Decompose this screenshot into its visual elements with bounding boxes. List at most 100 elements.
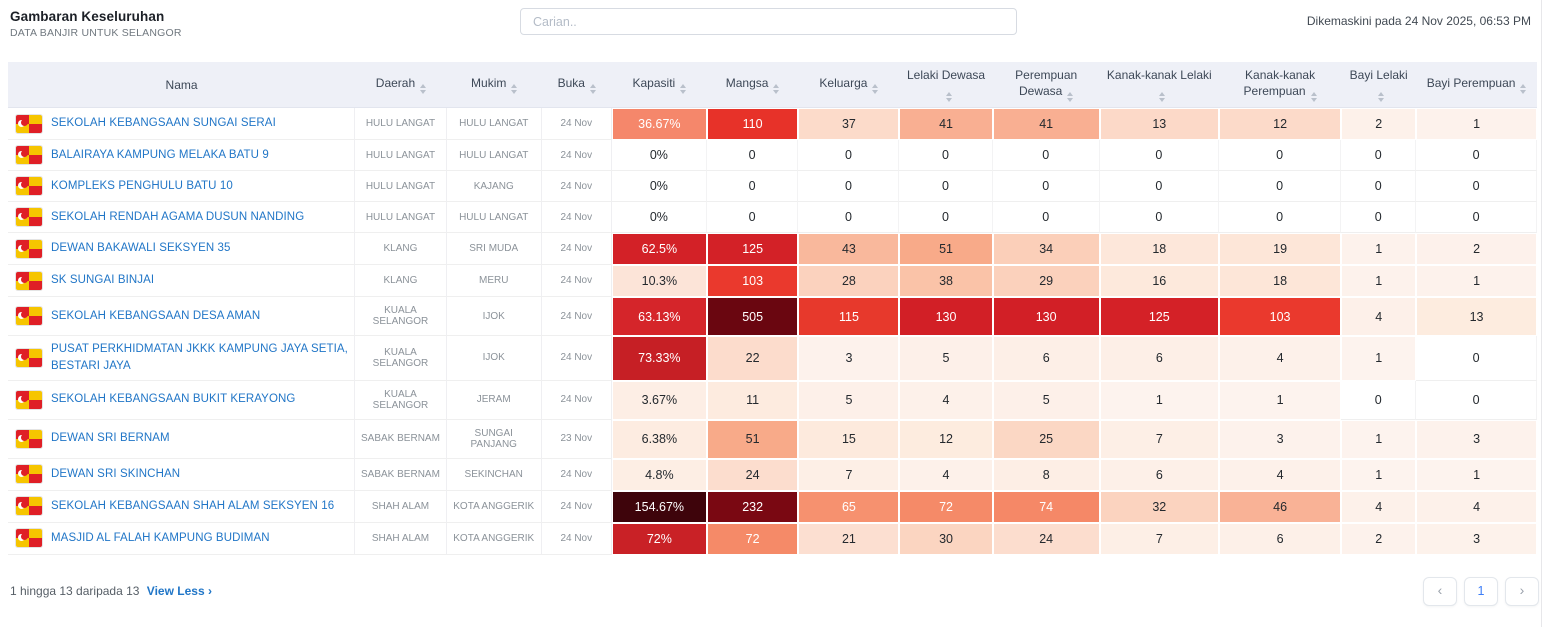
cell-kapasiti: 6.38% xyxy=(611,419,707,459)
cell-kapasiti: 0% xyxy=(611,140,707,172)
selangor-flag-icon xyxy=(16,429,42,448)
cell-kanak-kanak-perempuan: 103 xyxy=(1218,297,1342,337)
column-header-perempuan-dewasa[interactable]: Perempuan Dewasa xyxy=(992,62,1100,109)
cell-perempuan-dewasa: 0 xyxy=(992,171,1100,203)
page-subtitle: DATA BANJIR UNTUK SELANGOR xyxy=(10,27,182,39)
cell-bayi-perempuan: 2 xyxy=(1416,233,1537,266)
cell-lelaki-dewasa: 4 xyxy=(899,458,993,491)
column-header-bayi-perempuan[interactable]: Bayi Perempuan xyxy=(1416,62,1537,109)
cell-lelaki-dewasa: 30 xyxy=(899,522,993,555)
next-page-button[interactable]: › xyxy=(1505,576,1539,606)
cell-buka: 24 Nov xyxy=(541,380,612,420)
cell-bayi-lelaki: 4 xyxy=(1341,490,1417,523)
table-row: PUSAT PERKHIDMATAN JKKK KAMPUNG JAYA SET… xyxy=(8,336,1537,381)
cell-mukim: HULU LANGAT xyxy=(446,108,542,141)
cell-lelaki-dewasa: 38 xyxy=(899,265,993,298)
cell-kanak-kanak-lelaki: 125 xyxy=(1099,297,1219,337)
column-header-mangsa[interactable]: Mangsa xyxy=(706,62,799,109)
cell-kanak-kanak-perempuan: 46 xyxy=(1218,490,1342,523)
cell-mangsa: 103 xyxy=(706,265,799,298)
cell-kanak-kanak-perempuan: 0 xyxy=(1218,171,1342,203)
centre-name-link[interactable]: BALAIRAYA KAMPUNG MELAKA BATU 9 xyxy=(51,148,269,161)
column-header-buka[interactable]: Buka xyxy=(541,62,612,109)
cell-nama: BALAIRAYA KAMPUNG MELAKA BATU 9 xyxy=(8,140,356,172)
cell-kanak-kanak-lelaki: 7 xyxy=(1099,522,1219,555)
column-header-label: Kanak-kanak Perempuan xyxy=(1243,68,1316,99)
column-header-kapasiti[interactable]: Kapasiti xyxy=(611,62,707,109)
table-row: DEWAN BAKAWALI SEKSYEN 35 KLANG SRI MUDA 24… xyxy=(8,233,1537,266)
cell-perempuan-dewasa: 74 xyxy=(992,490,1100,523)
cell-bayi-lelaki: 1 xyxy=(1341,265,1417,298)
cell-kapasiti: 10.3% xyxy=(611,265,707,298)
cell-keluarga: 3 xyxy=(798,336,900,381)
cell-nama: SK SUNGAI BINJAI xyxy=(8,265,356,298)
cell-kapasiti: 3.67% xyxy=(611,380,707,420)
column-header-keluarga[interactable]: Keluarga xyxy=(798,62,900,109)
cell-kanak-kanak-lelaki: 16 xyxy=(1099,265,1219,298)
centre-name-link[interactable]: SK SUNGAI BINJAI xyxy=(51,274,155,287)
view-less-link[interactable]: View Less › xyxy=(146,584,212,599)
cell-mangsa: 125 xyxy=(706,233,799,266)
cell-buka: 24 Nov xyxy=(541,336,612,381)
cell-kanak-kanak-lelaki: 7 xyxy=(1099,419,1219,459)
selangor-flag-icon xyxy=(16,271,42,290)
column-header-label: Mangsa xyxy=(725,76,769,91)
sort-icon xyxy=(1067,92,1074,103)
centre-name-link[interactable]: DEWAN BAKAWALI SEKSYEN 35 xyxy=(51,242,231,255)
centre-name-link[interactable]: SEKOLAH KEBANGSAAN BUKIT KERAYONG xyxy=(51,393,296,406)
chevron-right-icon: › xyxy=(1519,582,1525,599)
centre-name-link[interactable]: MASJID AL FALAH KAMPUNG BUDIMAN xyxy=(51,531,270,544)
cell-kanak-kanak-perempuan: 19 xyxy=(1218,233,1342,266)
centre-name-link[interactable]: SEKOLAH KEBANGSAAN SUNGAI SERAI xyxy=(51,117,276,130)
cell-daerah: SABAK BERNAM xyxy=(355,419,447,459)
current-page-button[interactable]: 1 xyxy=(1464,576,1498,606)
cell-mukim: SRI MUDA xyxy=(446,233,542,266)
cell-bayi-lelaki: 0 xyxy=(1341,140,1417,172)
centre-name-link[interactable]: SEKOLAH KEBANGSAAN SHAH ALAM SEKSYEN 16 xyxy=(51,499,335,512)
column-header-label: Buka xyxy=(557,76,585,91)
column-header-daerah[interactable]: Daerah xyxy=(355,62,447,109)
centre-name-link[interactable]: DEWAN SRI SKINCHAN xyxy=(51,467,181,480)
cell-keluarga: 28 xyxy=(798,265,900,298)
column-header-label: Bayi Perempuan xyxy=(1426,76,1516,91)
column-header-lelaki-dewasa[interactable]: Lelaki Dewasa xyxy=(899,62,993,109)
column-header-mukim[interactable]: Mukim xyxy=(446,62,542,109)
column-header-bayi-lelaki[interactable]: Bayi Lelaki xyxy=(1341,62,1417,109)
selangor-flag-icon xyxy=(16,208,42,227)
cell-nama: PUSAT PERKHIDMATAN JKKK KAMPUNG JAYA SET… xyxy=(8,336,356,381)
centre-name-link[interactable]: PUSAT PERKHIDMATAN JKKK KAMPUNG JAYA SET… xyxy=(51,343,348,372)
page-title: Gambaran Keseluruhan xyxy=(10,9,165,24)
search-input[interactable] xyxy=(520,8,1017,35)
cell-daerah: KUALA SELANGOR xyxy=(355,380,447,420)
cell-lelaki-dewasa: 12 xyxy=(899,419,993,459)
centre-name-link[interactable]: DEWAN SRI BERNAM xyxy=(51,432,170,445)
cell-keluarga: 0 xyxy=(798,202,900,234)
column-header-kanak-kanak-lelaki[interactable]: Kanak-kanak Lelaki xyxy=(1099,62,1219,109)
centre-name-link[interactable]: KOMPLEKS PENGHULU BATU 10 xyxy=(51,179,233,192)
column-header-kanak-kanak-perempuan[interactable]: Kanak-kanak Perempuan xyxy=(1218,62,1342,109)
table-row: SEKOLAH KEBANGSAAN DESA AMAN KUALA SELANG… xyxy=(8,297,1537,337)
centre-name-link[interactable]: SEKOLAH KEBANGSAAN DESA AMAN xyxy=(51,309,261,322)
centre-name-link[interactable]: SEKOLAH RENDAH AGAMA DUSUN NANDING xyxy=(51,210,305,223)
cell-kanak-kanak-perempuan: 0 xyxy=(1218,140,1342,172)
cell-perempuan-dewasa: 24 xyxy=(992,522,1100,555)
cell-mukim: IJOK xyxy=(446,336,542,381)
cell-keluarga: 7 xyxy=(798,458,900,491)
cell-perempuan-dewasa: 34 xyxy=(992,233,1100,266)
last-updated-label: Dikemaskini pada 24 Nov 2025, 06:53 PM xyxy=(1306,14,1531,28)
cell-perempuan-dewasa: 29 xyxy=(992,265,1100,298)
sort-icon xyxy=(680,84,687,95)
cell-keluarga: 21 xyxy=(798,522,900,555)
selangor-flag-icon xyxy=(16,348,42,367)
column-header-label: Keluarga xyxy=(819,76,868,91)
cell-kanak-kanak-perempuan: 1 xyxy=(1218,380,1342,420)
cell-nama: SEKOLAH KEBANGSAAN BUKIT KERAYONG xyxy=(8,380,356,420)
table-row: KOMPLEKS PENGHULU BATU 10 HULU LANGAT KAJA… xyxy=(8,171,1537,203)
cell-mangsa: 232 xyxy=(706,490,799,523)
cell-buka: 23 Nov xyxy=(541,419,612,459)
range-summary: 1 hingga 13 daripada 13 View Less › xyxy=(10,584,212,598)
cell-lelaki-dewasa: 0 xyxy=(899,202,993,234)
cell-daerah: SABAK BERNAM xyxy=(355,458,447,491)
cell-kanak-kanak-perempuan: 4 xyxy=(1218,458,1342,491)
prev-page-button[interactable]: ‹ xyxy=(1423,576,1457,606)
